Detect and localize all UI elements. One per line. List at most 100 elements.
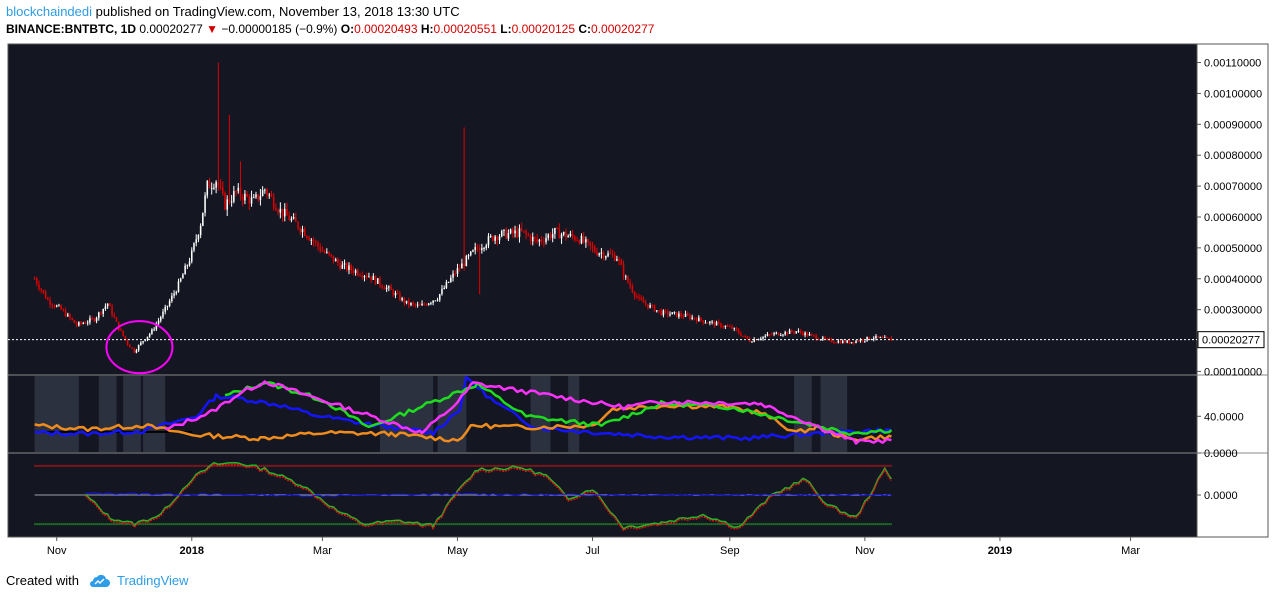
candle-body: [339, 262, 341, 269]
price-change: −0.00000185 (−0.9%): [221, 22, 338, 36]
candle-body: [841, 340, 844, 344]
indicator2-blue-line: [85, 492, 892, 497]
candle-body: [795, 331, 798, 333]
publish-line: blockchaindedi published on TradingView.…: [6, 4, 460, 19]
candle-body: [456, 268, 459, 274]
candle-body: [622, 264, 625, 277]
candle-body: [746, 336, 749, 339]
candle-body: [864, 340, 866, 342]
candle-body: [465, 256, 468, 267]
candle-body: [250, 197, 253, 204]
candle-body: [757, 339, 760, 341]
candle-body: [640, 297, 643, 300]
candle-body: [682, 316, 685, 318]
candle-body: [182, 274, 184, 279]
time-axis-label: 2018: [180, 545, 204, 557]
candle-body: [596, 252, 598, 256]
candle-body: [644, 302, 647, 305]
candle-body: [638, 296, 640, 298]
candle-body: [593, 247, 596, 253]
candle-body: [651, 304, 654, 306]
candle-body: [308, 237, 310, 241]
candle-body: [188, 261, 191, 266]
candle-body: [813, 334, 815, 336]
candle-body: [605, 256, 607, 258]
candle-body: [817, 339, 820, 341]
candle-body: [268, 194, 271, 196]
price-axis-background: [1196, 43, 1269, 538]
candle-body: [822, 337, 824, 340]
down-triangle-icon: ▼: [206, 22, 218, 36]
candle-body: [833, 341, 835, 343]
candle-body: [82, 323, 85, 325]
candle-body: [334, 259, 337, 262]
candle-body: [742, 335, 744, 337]
shaded-range: [530, 376, 551, 452]
candle-body: [197, 235, 200, 240]
candle-body: [678, 313, 680, 317]
candle-body: [536, 238, 538, 242]
candle-body: [762, 336, 764, 339]
candle-body: [383, 287, 386, 290]
candle-body: [162, 311, 164, 318]
candle-body: [735, 327, 738, 331]
candle-body: [213, 187, 215, 189]
candle-body: [733, 327, 736, 329]
time-axis-label: Nov: [47, 545, 67, 557]
candle-body: [467, 255, 470, 257]
candle-body: [175, 292, 178, 294]
candle-body: [281, 208, 284, 217]
candle-body: [525, 231, 527, 235]
candle-body: [485, 245, 488, 248]
candle-body: [520, 228, 523, 231]
candle-body: [804, 332, 806, 336]
indicator1-axis-label: 0.0000: [1204, 448, 1238, 460]
candle-body: [306, 235, 308, 238]
candle-body: [855, 340, 857, 343]
author-link[interactable]: blockchaindedi: [6, 4, 93, 19]
high-value: 0.00020551: [433, 22, 497, 36]
tradingview-link[interactable]: TradingView: [116, 573, 189, 588]
candle-body: [562, 232, 565, 235]
candle-body: [489, 236, 492, 238]
candle-body: [633, 291, 636, 297]
candle-body: [427, 303, 430, 306]
candle-body: [434, 300, 437, 302]
candle-body: [671, 312, 674, 315]
candle-body: [571, 233, 574, 237]
price-axis-label: 0.00040000: [1204, 274, 1262, 286]
current-price-label: 0.00020277: [1202, 335, 1260, 347]
candle-body: [93, 318, 96, 322]
candle-body: [531, 236, 534, 242]
candle-body: [288, 215, 290, 221]
candle-body: [463, 263, 465, 267]
candle-body: [784, 331, 786, 335]
candle-body: [547, 234, 550, 239]
candle-body: [684, 313, 687, 317]
candle-body: [680, 313, 682, 317]
time-axis-label: May: [447, 545, 468, 557]
candle-body: [436, 299, 439, 301]
candle-body: [270, 194, 273, 197]
candle-body: [146, 336, 149, 340]
candle-body: [131, 347, 133, 349]
candle-body: [492, 236, 494, 241]
candle-body: [717, 321, 720, 324]
candle-body: [846, 340, 848, 343]
candle-body: [405, 300, 408, 304]
candle-body: [430, 302, 432, 304]
candle-body: [168, 301, 171, 306]
candle-body: [84, 323, 87, 325]
candle-body: [481, 248, 483, 251]
candle-body: [698, 317, 700, 322]
candle-body: [414, 303, 417, 306]
candle-body: [512, 229, 514, 234]
shaded-range: [123, 376, 141, 452]
candle-body: [791, 330, 793, 332]
candle-body: [748, 338, 751, 342]
candle-body: [129, 344, 131, 348]
candle-body: [483, 247, 485, 249]
candle-body: [505, 229, 507, 239]
candle-body: [135, 350, 138, 353]
